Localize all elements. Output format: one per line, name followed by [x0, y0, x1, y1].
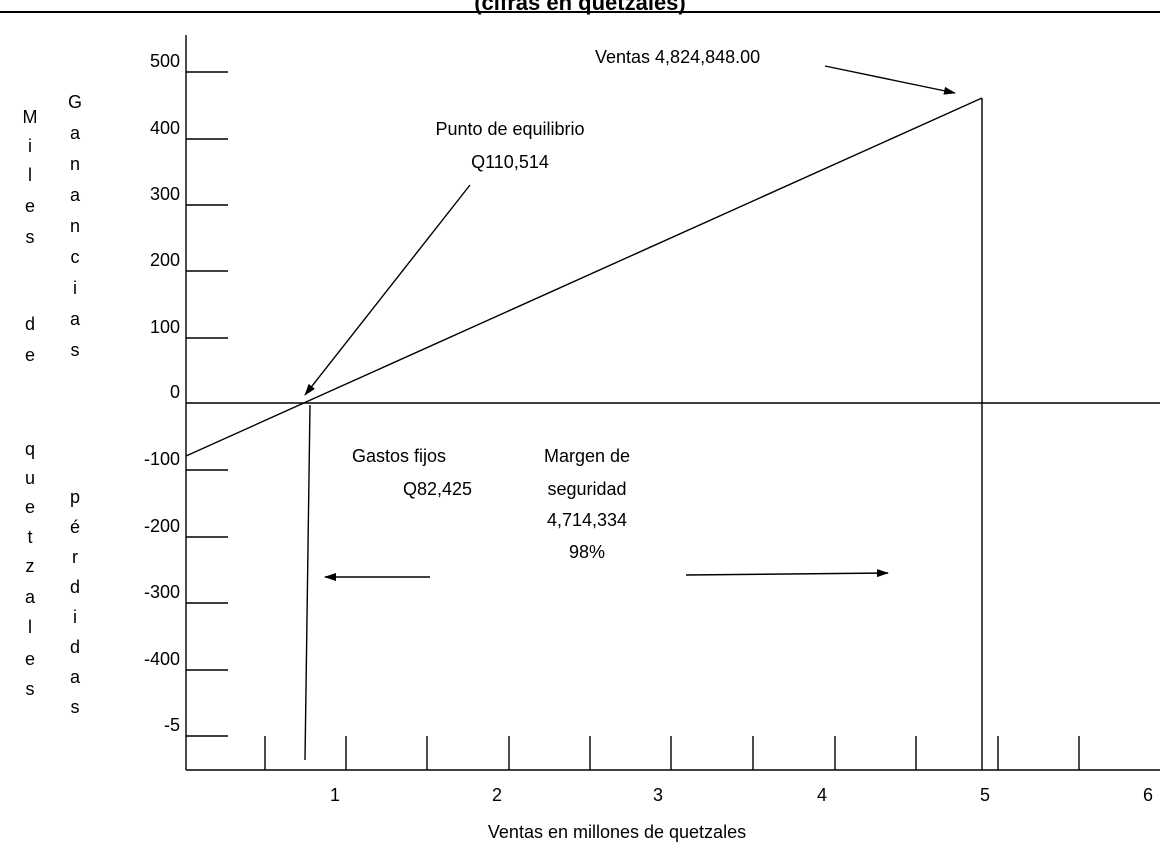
axis-letter: s: [26, 679, 35, 699]
y-tick-label: 100: [150, 317, 180, 337]
axis-letter: d: [70, 577, 80, 597]
axis-letter: s: [26, 227, 35, 247]
axis-letter: i: [28, 136, 32, 156]
profit-line: [185, 97, 983, 457]
axis-letter: c: [71, 247, 80, 267]
y-tick-label: -200: [144, 516, 180, 536]
x-tick-label: 3: [653, 785, 663, 805]
annotation: 4,714,334: [547, 510, 627, 530]
axis-letter: d: [25, 314, 35, 334]
y-tick-label: 200: [150, 250, 180, 270]
axis-letter: a: [70, 309, 81, 329]
arrow: [685, 569, 889, 578]
y-tick-label: 300: [150, 184, 180, 204]
axis-letter: r: [72, 547, 78, 567]
annotation: Q110,514: [471, 152, 549, 172]
axis-letter: e: [25, 196, 35, 216]
axis-letter: l: [28, 617, 32, 637]
y-tick-label: -100: [144, 449, 180, 469]
arrow: [824, 65, 956, 95]
axis-letter: a: [70, 667, 81, 687]
axis-letter: a: [70, 123, 81, 143]
axis-letter: t: [27, 527, 32, 547]
break-even-line: [304, 404, 311, 761]
axis-letter: a: [70, 185, 81, 205]
y-tick-label: 0: [170, 382, 180, 402]
axis-letter: p: [70, 487, 80, 507]
y-tick-label: -400: [144, 649, 180, 669]
axis-letter: é: [70, 517, 80, 537]
axis-letter: l: [28, 165, 32, 185]
annotation: 98%: [569, 542, 605, 562]
annotation: seguridad: [547, 479, 626, 499]
axis-letter: d: [70, 637, 80, 657]
axis-letter: z: [26, 556, 35, 576]
annotation: Margen de: [544, 446, 630, 466]
axis-letter: i: [73, 607, 77, 627]
axis-letter: s: [71, 697, 80, 717]
x-tick-label: 6: [1143, 785, 1153, 805]
x-tick-label: 5: [980, 785, 990, 805]
axis-letter: n: [70, 216, 80, 236]
y-tick-label: -5: [164, 715, 180, 735]
annotation: Gastos fijos: [352, 446, 446, 466]
arrow: [304, 184, 471, 396]
x-tick-label: 2: [492, 785, 502, 805]
axis-letter: n: [70, 154, 80, 174]
axis-letter: a: [25, 587, 36, 607]
x-tick-label: 1: [330, 785, 340, 805]
y-tick-label: 500: [150, 51, 180, 71]
axis-letter: e: [25, 497, 35, 517]
axis-letter: M: [23, 107, 38, 127]
axis-letter: u: [25, 468, 35, 488]
x-tick-label: 4: [817, 785, 827, 805]
axis-letter: G: [68, 92, 82, 112]
annotation: Q82,425: [403, 479, 472, 499]
annotation: Ventas 4,824,848.00: [595, 47, 760, 67]
axis-letter: e: [25, 649, 35, 669]
x-axis-title: Ventas en millones de quetzales: [488, 822, 746, 842]
y-tick-label: 400: [150, 118, 180, 138]
annotation: Punto de equilibrio: [435, 119, 584, 139]
axis-letter: s: [71, 340, 80, 360]
axis-letter: e: [25, 345, 35, 365]
axis-letter: i: [73, 278, 77, 298]
y-tick-label: -300: [144, 582, 180, 602]
axis-letter: q: [25, 439, 35, 459]
